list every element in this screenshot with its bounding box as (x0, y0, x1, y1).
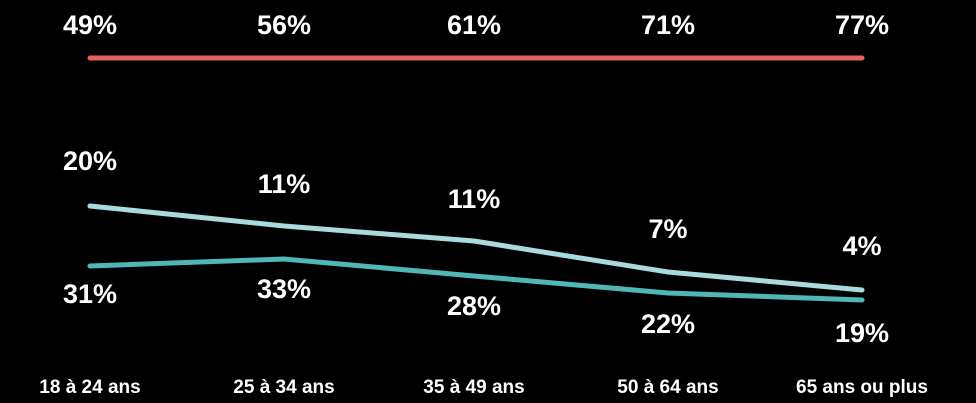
series-3-label-4: 22% (641, 309, 695, 339)
series-2-label-3: 11% (448, 184, 501, 214)
series-1-label-4: 71% (641, 10, 695, 40)
series-3-label-5: 19% (835, 318, 889, 348)
series-3-label-1: 31% (63, 279, 117, 309)
x-tick-label-1: 18 à 24 ans (39, 377, 140, 398)
series-2-label-1: 20% (63, 146, 117, 176)
series-1-label-1: 49% (63, 10, 117, 40)
series-1-label-5: 77% (835, 10, 889, 40)
series-1-label-2: 56% (257, 10, 311, 40)
series-3-line (87, 256, 865, 303)
series-2-label-5: 4% (842, 231, 881, 261)
series-2-line (87, 203, 865, 293)
x-tick-label-2: 25 à 34 ans (233, 377, 334, 398)
series-2-label-2: 11% (258, 169, 311, 199)
x-tick-label-3: 35 à 49 ans (423, 377, 524, 398)
series-3-label-2: 33% (257, 274, 311, 304)
series-1-label-3: 61% (447, 10, 501, 40)
x-tick-label-5: 65 ans ou plus (796, 377, 928, 398)
x-tick-label-4: 50 à 64 ans (617, 377, 718, 398)
series-3-label-3: 28% (447, 291, 501, 321)
series-2-label-4: 7% (648, 214, 687, 244)
